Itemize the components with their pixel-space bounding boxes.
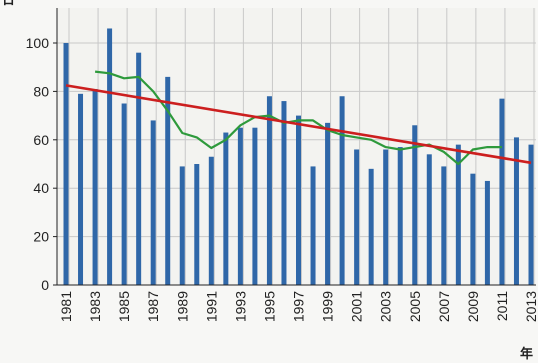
x-tick-label-1993: 1993 (232, 291, 248, 322)
y-tick-label-60: 60 (33, 132, 49, 148)
bar-2004 (397, 147, 403, 285)
bar-1995 (266, 96, 272, 286)
bar-2013 (528, 144, 534, 285)
trend-line (65, 84, 532, 165)
y-axis-unit-label: 日 (2, 0, 15, 8)
y-tick-label-20: 20 (33, 229, 49, 245)
x-axis-unit-label: 年 (520, 346, 533, 362)
x-tick-label-2005: 2005 (407, 291, 423, 322)
axes (53, 8, 536, 286)
x-tick-label-2011: 2011 (494, 291, 510, 321)
bar-1998 (310, 166, 316, 285)
x-tick-label-1991: 1991 (203, 291, 219, 322)
x-tick-label-2001: 2001 (349, 291, 365, 322)
bar-1993 (237, 127, 243, 285)
x-tick-label-1981: 1981 (58, 291, 74, 322)
bar-2000 (339, 96, 345, 286)
bar-series (63, 28, 534, 286)
bar-2002 (368, 168, 374, 285)
bar-2005 (412, 125, 418, 285)
bar-1996 (281, 101, 287, 285)
line-series (65, 70, 532, 166)
bar-2010 (484, 180, 490, 285)
bar-1987 (150, 120, 156, 285)
x-tick-label-1983: 1983 (87, 291, 103, 322)
bar-2003 (383, 149, 389, 285)
bar-1994 (252, 127, 258, 285)
bar-1983 (92, 88, 98, 285)
y-tick-label-0: 0 (41, 277, 49, 293)
x-tick-label-1987: 1987 (145, 291, 161, 322)
bar-2006 (426, 154, 432, 285)
bar-2009 (470, 173, 476, 285)
x-tick-label-1999: 1999 (320, 291, 336, 322)
bar-2008 (455, 144, 461, 285)
x-tick-label-2009: 2009 (465, 291, 481, 322)
bar-2001 (354, 149, 360, 285)
bar-1990 (194, 164, 200, 285)
x-tick-label-1985: 1985 (116, 291, 132, 322)
bar-1985 (121, 103, 127, 285)
x-tick-label-2013: 2013 (523, 291, 538, 322)
y-tick-label-80: 80 (33, 83, 49, 99)
bar-1992 (223, 132, 229, 285)
bar-1984 (107, 28, 113, 285)
bar-1989 (179, 166, 185, 285)
tick-labels: 0 20 40 60 80 100 1981 1983 1985 1987 1989 1991 1993… (26, 35, 538, 322)
bar-2012 (513, 137, 519, 285)
bar-1982 (78, 93, 84, 285)
x-tick-label-1997: 1997 (291, 291, 307, 322)
bar-1981 (63, 43, 69, 285)
x-tick-label-2003: 2003 (378, 291, 394, 322)
y-tick-label-40: 40 (33, 180, 49, 196)
bar-1988 (165, 76, 171, 285)
y-tick-label-100: 100 (26, 35, 50, 51)
x-tick-label-2007: 2007 (436, 291, 452, 322)
x-tick-label-1989: 1989 (174, 291, 190, 322)
bar-2007 (441, 166, 447, 285)
bar-1991 (208, 156, 214, 285)
x-tick-label-1995: 1995 (261, 291, 277, 322)
bar-2011 (499, 98, 505, 285)
bar-1997 (296, 115, 301, 285)
bar-1999 (325, 122, 331, 285)
bar-1986 (136, 52, 142, 286)
